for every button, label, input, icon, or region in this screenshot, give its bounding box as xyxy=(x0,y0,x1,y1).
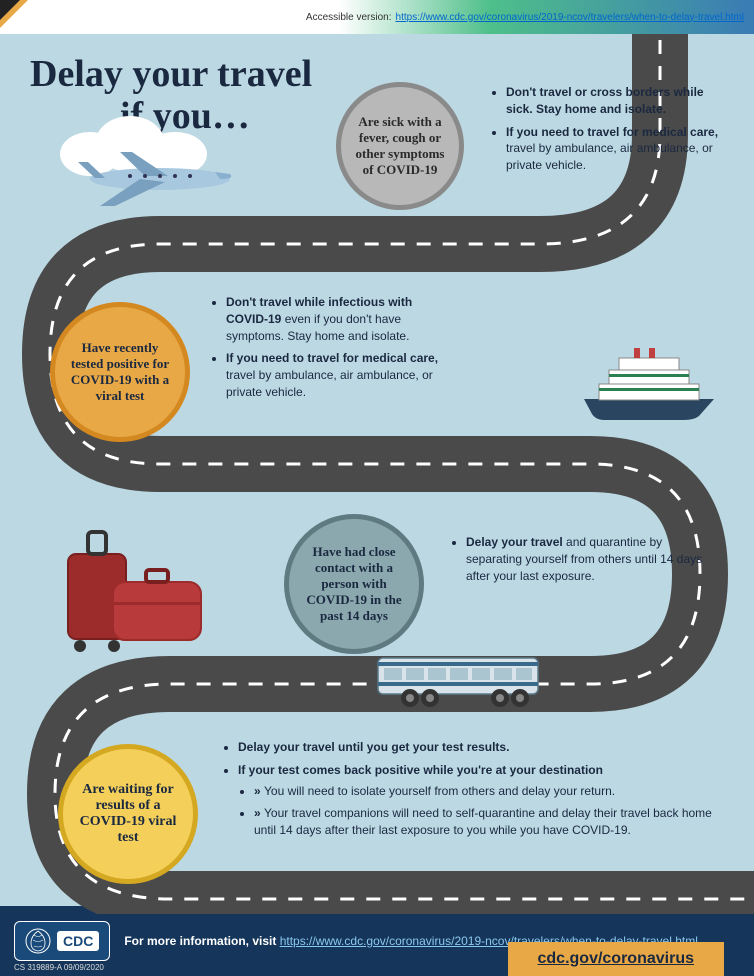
luggage-icon xyxy=(58,524,208,654)
cs-code: CS 319889-A 09/09/2020 xyxy=(14,963,104,972)
hhs-icon xyxy=(25,928,51,954)
bullets-symptoms: Don't travel or cross borders while sick… xyxy=(490,84,720,180)
bullets-awaiting-results: Delay your travel until you get your tes… xyxy=(222,739,712,845)
cruise-ship-icon xyxy=(574,344,724,424)
airplane-icon xyxy=(70,134,240,214)
yellow-url-tag[interactable]: cdc.gov/coronavirus xyxy=(508,942,725,976)
cdc-text: CDC xyxy=(57,931,99,951)
top-header: Accessible version: https://www.cdc.gov/… xyxy=(0,0,754,34)
bullets-tested-positive: Don't travel while infectious with COVID… xyxy=(210,294,450,407)
bus-icon xyxy=(370,650,550,710)
corner-accent-black xyxy=(0,0,20,20)
accessible-link[interactable]: https://www.cdc.gov/coronavirus/2019-nco… xyxy=(396,12,744,23)
accessible-label: Accessible version: xyxy=(306,12,392,23)
bullets-close-contact: Delay your travel and quarantine by sepa… xyxy=(450,534,710,590)
circle-awaiting-results: Are waiting for results of a COVID-19 vi… xyxy=(58,744,198,884)
main-canvas: Delay your travel if you… Are sick with xyxy=(0,34,754,906)
cdc-logo-badge: CDC xyxy=(14,921,110,961)
circle-close-contact: Have had close contact with a person wit… xyxy=(284,514,424,654)
circle-symptoms: Are sick with a fever, cough or other sy… xyxy=(336,82,464,210)
more-info-label: For more information, visit xyxy=(124,934,276,948)
circle-tested-positive: Have recently tested positive for COVID-… xyxy=(50,302,190,442)
